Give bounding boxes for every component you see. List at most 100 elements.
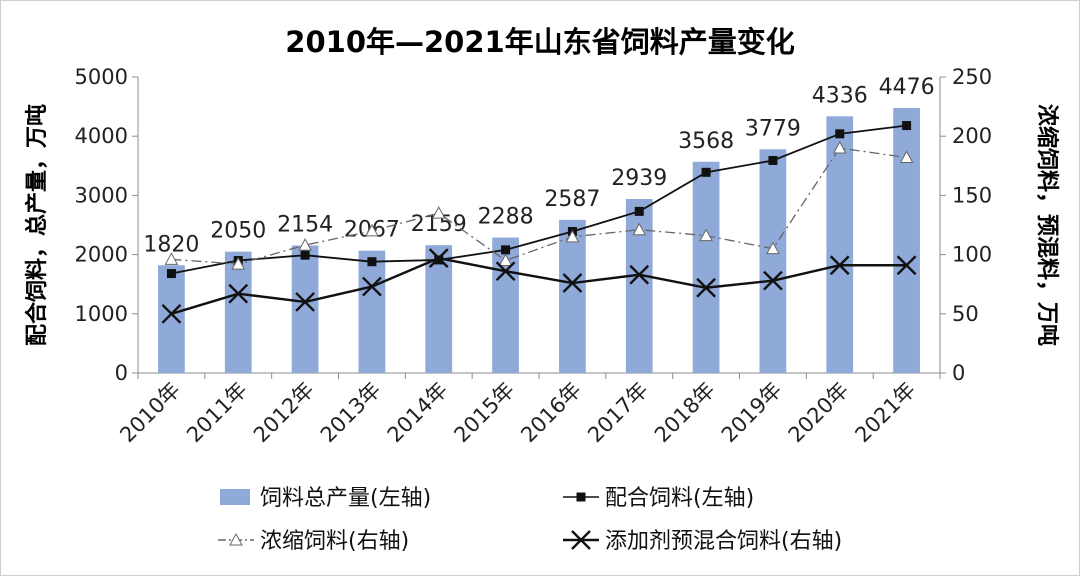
bar [358,250,386,373]
right-tick-label: 0 [952,361,965,385]
x-marker [495,261,516,282]
x-marker [763,270,783,291]
bar-data-label: 2050 [210,219,266,244]
right-tick-label: 100 [952,243,992,267]
x-marker [428,248,449,269]
triangle-marker [298,238,312,251]
square-marker [166,269,176,279]
left-tick-label: 0 [115,361,128,385]
square-marker [367,257,377,267]
bar-data-label: 4336 [812,83,868,108]
bar [559,219,586,373]
x-tick-label: 2020年 [784,378,854,448]
left-tick-label: 1000 [75,302,128,326]
x-marker [228,283,249,304]
x-marker [562,273,583,293]
series-line [171,147,907,265]
line-series-1 [166,121,912,279]
x-marker [362,276,382,297]
x-marker [629,264,650,285]
line-series-2 [164,140,914,270]
triangle-marker [699,228,713,242]
square-marker [576,492,586,502]
series-line [171,124,907,275]
triangle-marker [229,532,243,546]
legend-item: 配合饲料(左轴) [563,486,754,511]
bar-data-label: 2587 [544,187,600,212]
bar-data-label: 2154 [277,212,333,237]
x-tick-label: 2010年 [115,378,185,448]
axes: 0 1000 2000 3000 4000 5000 0 50 100 150 200 250 2010… [75,65,993,447]
right-tick-label: 200 [952,124,992,148]
bar-data-label: 3568 [678,129,734,154]
square-marker [300,250,310,260]
triangle-marker [766,241,780,255]
left-tick-label: 5000 [75,65,128,89]
bar [759,149,787,373]
bar-data-labels: 1820205021542067215922882587293935683779… [143,75,934,257]
x-tick-label: 2017年 [583,378,653,448]
square-marker [501,245,511,255]
x-marker [696,277,716,298]
chart-title: 2010年—2021年山东省饲料产量变化 [285,25,794,59]
triangle-marker [832,140,847,154]
legend: 饲料总产量(左轴) 配合饲料(左轴) 浓缩饲料(右轴) 添加剂预混合饲料(右轴) [218,486,842,554]
legend-swatch [220,489,250,505]
square-marker [768,155,778,165]
legend-label: 浓缩饲料(右轴) [260,529,409,554]
x-tick-label: 2011年 [182,378,252,448]
x-marker [829,255,850,276]
legend-item: 饲料总产量(左轴) [220,486,431,511]
x-marker [571,530,591,550]
x-tick-label: 2013年 [316,378,386,448]
right-tick-label: 150 [952,183,992,207]
triangle-marker [632,222,647,236]
x-tick-label: 2019年 [717,378,787,448]
triangle-marker [231,257,246,270]
bar-data-label: 4476 [879,75,935,100]
triangle-marker [164,252,179,265]
bar [692,161,720,373]
square-marker [835,129,845,139]
line-series-3 [161,248,917,324]
x-marker [295,292,315,312]
x-tick-label: 2016年 [516,378,586,448]
left-axis-title: 配合饲料，总产量，万吨 [24,104,50,346]
x-tick-label: 2012年 [249,378,319,448]
square-marker [434,255,444,265]
line-series [161,121,917,324]
square-marker [902,121,912,131]
bar-data-label: 2288 [478,205,534,230]
right-tick-label: 50 [952,302,979,326]
legend-item: 添加剂预混合饲料(右轴) [563,529,842,554]
triangle-marker [899,150,914,164]
bar [291,245,319,373]
x-marker [896,255,917,276]
x-tick-label: 2014年 [383,378,453,448]
triangle-marker [431,206,446,219]
x-tick-label: 2021年 [851,378,921,448]
triangle-marker [565,229,580,243]
legend-label: 添加剂预混合饲料(右轴) [605,529,842,554]
series-line [171,256,907,315]
legend-label: 饲料总产量(左轴) [260,486,431,511]
bar [224,251,252,373]
left-tick-label: 2000 [75,243,128,267]
right-axis-title: 浓缩饲料，预混料，万吨 [1034,104,1060,346]
triangle-marker [365,223,379,237]
right-tick-label: 250 [952,65,992,89]
left-tick-label: 3000 [75,183,128,207]
square-marker [634,206,644,216]
legend-item: 浓缩饲料(右轴) [218,529,409,554]
x-tick-label: 2015年 [450,378,520,448]
left-tick-label: 4000 [75,124,128,148]
bar [893,108,920,373]
bar [158,265,185,373]
legend-label: 配合饲料(左轴) [605,486,754,511]
bar-data-label: 3779 [745,116,801,141]
bar [826,116,854,373]
x-marker [161,303,182,324]
x-tick-label: 2018年 [650,378,720,448]
triangle-marker [498,253,513,267]
